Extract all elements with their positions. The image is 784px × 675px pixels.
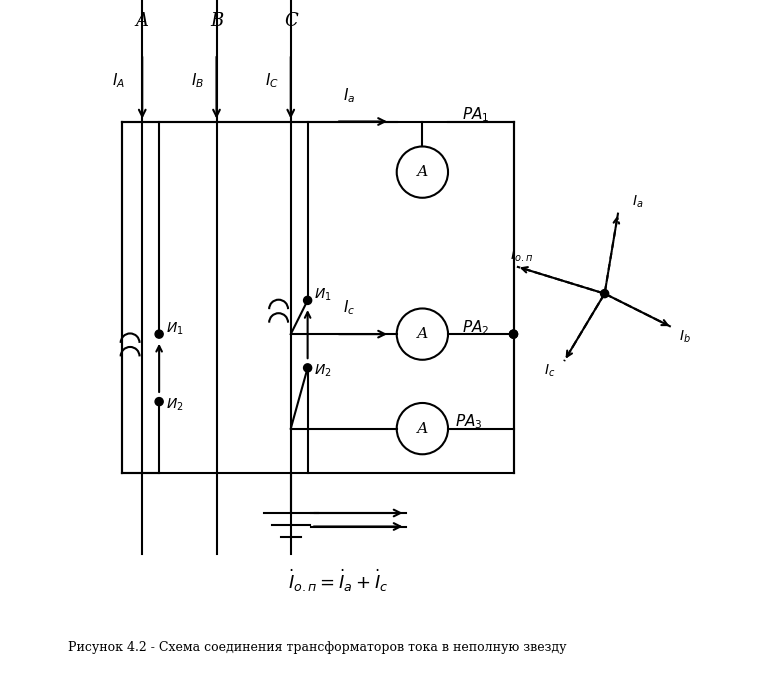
Text: $I_c$: $I_c$ [544,362,555,379]
Text: $И_1$: $И_1$ [314,287,332,303]
Text: C: C [284,12,298,30]
Circle shape [601,290,608,298]
Circle shape [303,364,312,372]
Text: А: А [416,327,428,341]
Text: $И_2$: $И_2$ [166,397,183,413]
Circle shape [510,330,517,338]
Text: $I_С$: $I_С$ [265,72,278,90]
Text: $I_c$: $I_c$ [343,298,356,317]
Circle shape [303,296,312,304]
Text: $I_a$: $I_a$ [343,86,356,105]
Text: A: A [136,12,149,30]
Circle shape [510,330,517,338]
Text: B: B [210,12,223,30]
Text: $I_b$: $I_b$ [679,329,691,346]
Text: $\dot{I}_{о.п} = \dot{I}_{a} + \dot{I}_{c}$: $\dot{I}_{о.п} = \dot{I}_{a} + \dot{I}_{… [288,568,388,593]
Text: $I_{о.п}$: $I_{о.п}$ [510,248,533,265]
Text: $РА_3$: $РА_3$ [455,412,482,431]
Text: $И_2$: $И_2$ [314,363,332,379]
Text: $I_В$: $I_В$ [191,72,205,90]
Circle shape [155,330,163,338]
Circle shape [155,398,163,406]
Text: Рисунок 4.2 - Схема соединения трансформаторов тока в неполную звезду: Рисунок 4.2 - Схема соединения трансформ… [68,641,567,655]
Text: $I_a$: $I_a$ [632,194,643,211]
Text: А: А [416,165,428,179]
Text: $I_А$: $I_А$ [112,72,125,90]
Text: $РА_1$: $РА_1$ [462,105,489,124]
Text: А: А [416,422,428,435]
Text: $И_1$: $И_1$ [166,321,183,337]
Text: $РА_2$: $РА_2$ [462,318,489,337]
